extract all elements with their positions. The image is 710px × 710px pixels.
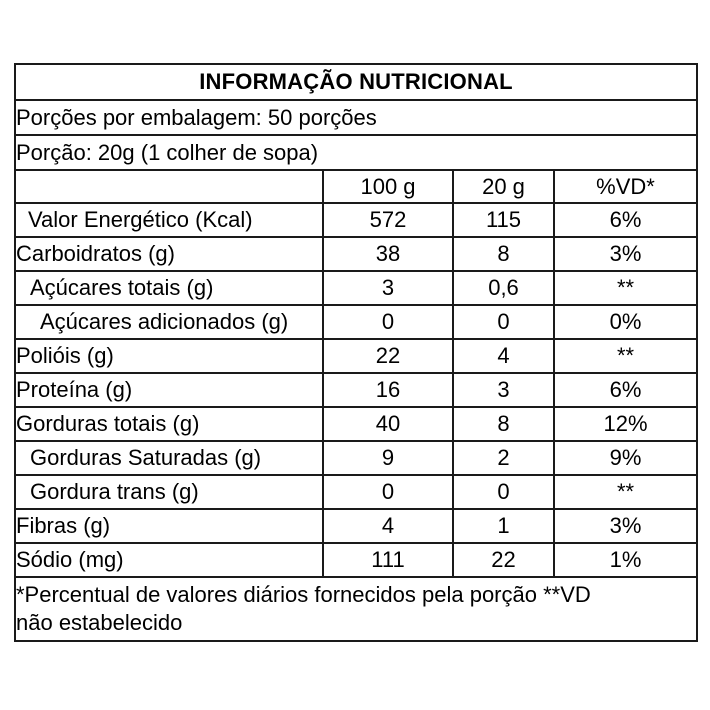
value-vd: 0% [552,304,699,340]
value-20g: 2 [452,440,555,476]
value-100g: 0 [322,304,454,340]
value-20g: 22 [452,542,555,578]
value-vd: 12% [552,406,699,442]
value-100g: 22 [322,338,454,374]
value-20g: 0,6 [452,270,555,306]
nutrient-label: Polióis (g) [14,338,324,374]
value-100g: 111 [322,542,454,578]
nutrient-label: Açúcares adicionados (g) [14,304,324,340]
value-vd: 3% [552,508,699,544]
value-20g: 4 [452,338,555,374]
value-100g: 4 [322,508,454,544]
column-header-row: 100 g 20 g %VD* [14,169,699,204]
value-vd: 6% [552,202,699,238]
nutrient-label: Proteína (g) [14,372,324,408]
value-vd: ** [552,270,699,306]
value-20g: 8 [452,406,555,442]
table-row: Proteína (g) 16 3 6% [14,372,699,408]
table-row: Valor Energético (Kcal) 572 115 6% [14,202,699,238]
value-20g: 1 [452,508,555,544]
serving-size-row: Porção: 20g (1 colher de sopa) [13,134,699,171]
servings-row: Porções por embalagem: 50 porções [13,99,699,136]
table-row: Gordura trans (g) 0 0 ** [14,474,699,510]
value-20g: 115 [452,202,555,238]
table-row: Polióis (g) 22 4 ** [14,338,699,374]
serving-size: Porção: 20g (1 colher de sopa) [13,134,699,171]
value-vd: 3% [552,236,699,272]
value-100g: 9 [322,440,454,476]
header-20g: 20 g [452,169,555,204]
footnote-line-1: *Percentual de valores diários fornecido… [16,582,591,607]
table-row: Açúcares adicionados (g) 0 0 0% [14,304,699,340]
value-vd: 6% [552,372,699,408]
footnote-row: *Percentual de valores diários fornecido… [13,576,699,642]
value-vd: 1% [552,542,699,578]
value-vd: ** [552,474,699,510]
table-row: Sódio (mg) 111 22 1% [14,542,699,578]
table-title: INFORMAÇÃO NUTRICIONAL [13,63,699,101]
value-100g: 40 [322,406,454,442]
table-row: Fibras (g) 4 1 3% [14,508,699,544]
nutrient-label: Valor Energético (Kcal) [14,202,324,238]
value-20g: 3 [452,372,555,408]
table-row: Carboidratos (g) 38 8 3% [14,236,699,272]
value-100g: 572 [322,202,454,238]
value-100g: 3 [322,270,454,306]
nutrient-label: Gordura trans (g) [14,474,324,510]
header-100g: 100 g [322,169,454,204]
title-row: INFORMAÇÃO NUTRICIONAL [13,63,699,101]
header-empty-cell [14,169,324,204]
nutrient-label: Fibras (g) [14,508,324,544]
value-vd: ** [552,338,699,374]
value-100g: 0 [322,474,454,510]
value-100g: 38 [322,236,454,272]
footnote-line-2: não estabelecido [16,610,183,635]
nutrient-label: Carboidratos (g) [14,236,324,272]
nutrient-label: Gorduras Saturadas (g) [14,440,324,476]
table-row: Açúcares totais (g) 3 0,6 ** [14,270,699,306]
header-vd: %VD* [552,169,699,204]
nutrition-table: INFORMAÇÃO NUTRICIONAL Porções por embal… [13,63,699,642]
value-20g: 0 [452,474,555,510]
value-vd: 9% [552,440,699,476]
servings-per-package: Porções por embalagem: 50 porções [13,99,699,136]
nutrient-label: Sódio (mg) [14,542,324,578]
value-20g: 8 [452,236,555,272]
nutrient-label: Açúcares totais (g) [14,270,324,306]
value-100g: 16 [322,372,454,408]
value-20g: 0 [452,304,555,340]
footnote: *Percentual de valores diários fornecido… [13,576,699,642]
table-row: Gorduras totais (g) 40 8 12% [14,406,699,442]
table-row: Gorduras Saturadas (g) 9 2 9% [14,440,699,476]
nutrient-label: Gorduras totais (g) [14,406,324,442]
